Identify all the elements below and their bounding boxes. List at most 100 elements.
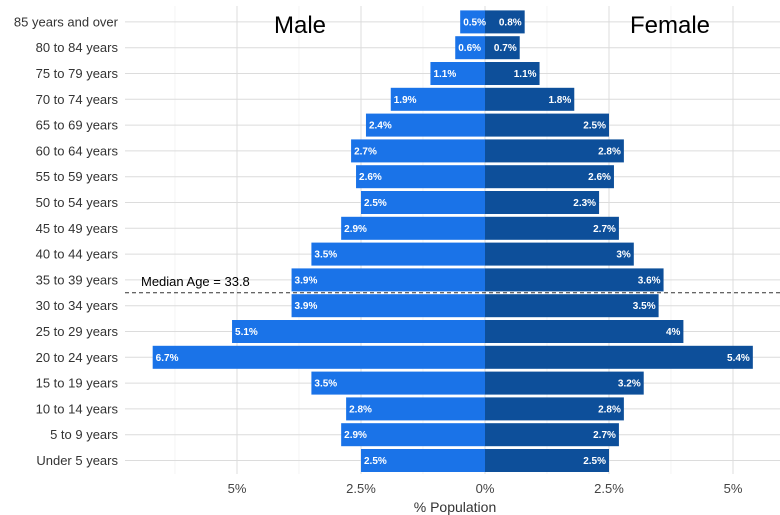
female-bar (485, 423, 619, 447)
male-bar-label: 1.1% (433, 69, 456, 80)
bars-group (152, 10, 753, 472)
female-bar (485, 268, 664, 292)
female-bar-label: 0.7% (494, 43, 517, 54)
category-label: 25 to 29 years (36, 324, 119, 339)
male-bar-label: 2.9% (344, 224, 367, 235)
female-bar-label: 2.5% (583, 121, 606, 132)
female-bar (485, 113, 609, 137)
female-bar (485, 191, 600, 214)
male-bar (390, 87, 485, 111)
female-bar-label: 5.4% (727, 353, 750, 364)
female-bar (485, 216, 619, 240)
female-bar (485, 62, 540, 85)
male-bar (152, 345, 485, 369)
male-bar (341, 423, 485, 447)
male-bar-label: 2.9% (344, 430, 367, 441)
male-bar-label: 2.6% (359, 172, 382, 183)
female-bar-label: 2.8% (598, 146, 621, 157)
male-bar (361, 191, 485, 214)
male-bar (455, 36, 485, 60)
female-bar-label: 2.3% (573, 198, 596, 209)
female-bar (485, 294, 659, 318)
x-tick-labels-group: 5% 2.5% 0% 2.5% 5% (228, 481, 743, 496)
category-label: 75 to 79 years (36, 66, 119, 81)
category-label: 50 to 54 years (36, 195, 119, 210)
female-bar-label: 2.6% (588, 172, 611, 183)
category-label: 45 to 49 years (36, 221, 119, 236)
category-label: 85 years and over (14, 14, 119, 29)
male-bar-label: 1.9% (394, 95, 417, 106)
x-tick-label: 0% (476, 481, 495, 496)
male-bar-label: 2.8% (349, 404, 372, 415)
female-bar-label: 3% (616, 250, 631, 261)
category-label: 40 to 44 years (36, 247, 119, 262)
female-bar-label: 3.5% (633, 301, 656, 312)
female-bar (485, 320, 684, 343)
category-label: 20 to 24 years (36, 350, 119, 365)
female-bar (485, 242, 634, 266)
female-bar-label: 1.1% (514, 69, 537, 80)
male-bar (311, 242, 485, 266)
female-bar (485, 371, 644, 395)
male-bar (351, 139, 485, 163)
female-bar (485, 139, 624, 163)
male-bar-label: 6.7% (156, 353, 179, 364)
male-bar-label: 2.5% (364, 456, 387, 467)
male-bar-label: 2.7% (354, 146, 377, 157)
male-bar (346, 397, 485, 421)
male-bar-label: 2.4% (369, 121, 392, 132)
female-bar-label: 2.5% (583, 456, 606, 467)
x-tick-label: 5% (724, 481, 743, 496)
x-axis-title: % Population (414, 499, 497, 515)
male-bar (361, 449, 485, 472)
female-bar (485, 87, 575, 111)
female-bar-label: 2.8% (598, 404, 621, 415)
female-bar-label: 1.8% (548, 95, 571, 106)
male-side-title: Male (274, 12, 326, 39)
male-bar-label: 5.1% (235, 327, 258, 338)
category-label: 30 to 34 years (36, 298, 119, 313)
male-bar-label: 3.9% (295, 301, 318, 312)
male-bar-label: 3.9% (295, 275, 318, 286)
category-label: 60 to 64 years (36, 143, 119, 158)
category-label: 35 to 39 years (36, 272, 119, 287)
female-bar-label: 4% (666, 327, 681, 338)
category-label: 15 to 19 years (36, 376, 119, 391)
bar-labels-group: 0.5% 0.8% 0.6% 0.7% 1.1% 1.1% 1.9% 1.8% 2.4% 2.5%… (156, 17, 750, 467)
male-bar-label: 0.6% (458, 43, 481, 54)
x-tick-label: 5% (228, 481, 247, 496)
category-label: Under 5 years (36, 453, 118, 468)
male-bar-label: 0.5% (463, 17, 486, 28)
male-bar (311, 371, 485, 395)
female-bar-label: 3.2% (618, 379, 641, 390)
category-label: 80 to 84 years (36, 40, 119, 55)
female-bar (485, 449, 609, 472)
female-side-title: Female (630, 12, 710, 39)
category-label: 10 to 14 years (36, 401, 119, 416)
male-bar (460, 10, 485, 34)
male-bar (291, 294, 485, 318)
female-bar (485, 10, 525, 34)
x-tick-label: 2.5% (594, 481, 624, 496)
male-bar (356, 165, 485, 189)
median-line-group: Median Age = 33.8 (125, 274, 780, 294)
male-bar (291, 268, 485, 292)
female-bar-label: 2.7% (593, 224, 616, 235)
male-bar-label: 3.5% (314, 250, 337, 261)
female-bar (485, 397, 624, 421)
male-bar (430, 62, 485, 85)
female-bar-label: 0.8% (499, 17, 522, 28)
category-label: 5 to 9 years (50, 427, 118, 442)
category-label: 70 to 74 years (36, 92, 119, 107)
female-bar-label: 3.6% (638, 275, 661, 286)
male-bar-label: 2.5% (364, 198, 387, 209)
male-bar-label: 3.5% (314, 379, 337, 390)
female-bar-label: 2.7% (593, 430, 616, 441)
female-bar (485, 165, 614, 189)
male-bar (232, 320, 485, 343)
x-tick-label: 2.5% (346, 481, 376, 496)
category-label: 65 to 69 years (36, 118, 119, 133)
male-bar (341, 216, 485, 240)
category-labels-group: 85 years and over 80 to 84 years 75 to 79 … (14, 14, 119, 468)
